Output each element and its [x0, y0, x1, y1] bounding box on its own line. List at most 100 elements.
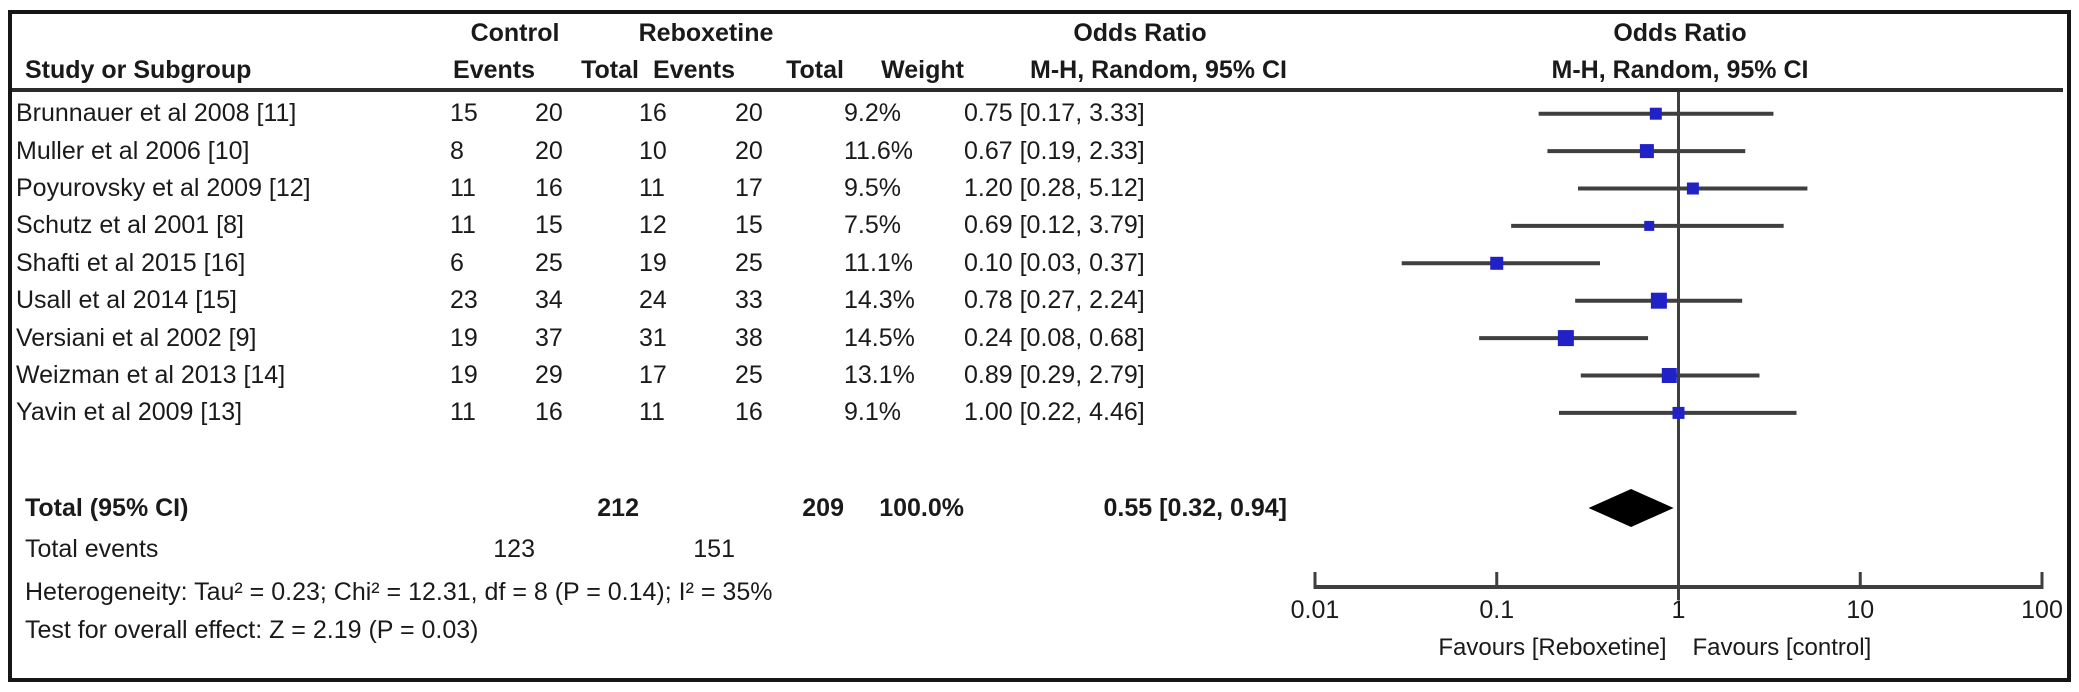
reboxetine-events: 12 [639, 211, 667, 240]
or-point-marker [1490, 256, 1504, 270]
reboxetine-events: 19 [639, 248, 667, 277]
table-row: Shafti et al 2015 [16] 6 25 19 25 11.1% 0.10 [… [16, 245, 1287, 282]
total-control-n: 212 [597, 493, 639, 522]
reboxetine-events: 16 [639, 99, 667, 128]
reboxetine-total: 33 [735, 286, 763, 315]
or-point-marker [1639, 144, 1654, 159]
reboxetine-total: 25 [735, 360, 763, 389]
study-name: Muller et al 2006 [10] [16, 136, 250, 165]
study-name: Weizman et al 2013 [14] [16, 360, 286, 389]
or-ci-value: 0.69 [0.12, 3.79] [964, 211, 1145, 240]
control-events: 6 [450, 248, 464, 277]
group-header-control: Control [470, 19, 560, 47]
table-row: Yavin et al 2009 [13] 11 16 11 16 9.1% 1.00 [0… [16, 394, 1287, 431]
study-name: Shafti et al 2015 [16] [16, 248, 246, 277]
control-events: 8 [450, 136, 464, 165]
reboxetine-total: 20 [735, 136, 763, 165]
or-point-marker [1686, 182, 1699, 195]
or-ci-value: 0.10 [0.03, 0.37] [964, 248, 1145, 277]
control-events-header: Events [453, 55, 535, 84]
overall-effect-stats: Test for overall effect: Z = 2.19 (P = 0… [25, 616, 479, 644]
study-rows: Brunnauer et al 2008 [11] 15 20 16 20 9.2% 0.7… [16, 95, 1287, 432]
total-weight: 100.0% [879, 493, 964, 522]
weight-value: 14.5% [844, 323, 915, 352]
weight-header: Weight [881, 55, 964, 84]
control-total-header: Total [581, 55, 639, 84]
control-total: 29 [535, 360, 563, 389]
control-total: 20 [535, 99, 563, 128]
or-ci-value: 0.89 [0.29, 2.79] [964, 360, 1145, 389]
control-total: 34 [535, 286, 563, 315]
control-total: 16 [535, 398, 563, 427]
reboxetine-total: 20 [735, 99, 763, 128]
or-ci-value: 0.75 [0.17, 3.33] [964, 99, 1145, 128]
or-ci-value: 0.67 [0.19, 2.33] [964, 136, 1145, 165]
total-or-ci: 0.55 [0.32, 0.94] [1103, 493, 1287, 522]
reboxetine-events: 11 [639, 398, 665, 427]
axis-tick-label: 0.1 [1479, 596, 1514, 624]
or-point-marker [1650, 292, 1667, 309]
or-ci-value: 1.00 [0.22, 4.46] [964, 398, 1145, 427]
weight-value: 14.3% [844, 286, 915, 315]
control-events: 19 [450, 360, 478, 389]
study-name: Brunnauer et al 2008 [11] [16, 99, 297, 128]
reboxetine-events: 24 [639, 286, 667, 315]
heterogeneity-stats: Heterogeneity: Tau² = 0.23; Chi² = 12.31… [25, 578, 773, 606]
or-method-header: M-H, Random, 95% CI [1030, 55, 1287, 84]
reboxetine-total: 15 [735, 211, 763, 240]
total-events-reboxetine: 151 [693, 535, 735, 563]
control-events: 11 [450, 173, 476, 202]
total-events-label: Total events [25, 535, 159, 563]
or-point-marker [1649, 107, 1662, 120]
or-point-marker [1557, 330, 1574, 347]
weight-value: 7.5% [844, 211, 901, 240]
reboxetine-events: 17 [639, 360, 667, 389]
reboxetine-total: 25 [735, 248, 763, 277]
or-column-title: Odds Ratio [1073, 19, 1207, 47]
reboxetine-total: 16 [735, 398, 763, 427]
table-row: Usall et al 2014 [15] 23 34 24 33 14.3% 0.78 [… [16, 282, 1287, 319]
total-events-control: 123 [493, 535, 535, 563]
or-point-marker [1644, 220, 1655, 231]
weight-value: 11.6% [844, 136, 914, 165]
control-total: 20 [535, 136, 563, 165]
weight-value: 9.1% [844, 398, 901, 427]
table-row: Schutz et al 2001 [8] 11 15 12 15 7.5% 0.69 [0… [16, 207, 1287, 244]
or-ci-value: 1.20 [0.28, 5.12] [964, 173, 1145, 202]
weight-value: 13.1% [844, 360, 915, 389]
figure-border [8, 10, 2071, 682]
axis-tick-label: 10 [1846, 596, 1874, 624]
weight-value: 9.2% [844, 99, 901, 128]
reboxetine-total: 38 [735, 323, 763, 352]
table-row: Brunnauer et al 2008 [11] 15 20 16 20 9.2% 0.7… [16, 95, 1287, 132]
or-plot-subtitle: M-H, Random, 95% CI [1551, 56, 1809, 84]
table-header-row: Study or Subgroup Events Total Events To… [16, 50, 1287, 90]
or-ci-value: 0.24 [0.08, 0.68] [964, 323, 1145, 352]
group-header-reboxetine: Reboxetine [638, 19, 774, 47]
header-separator-line [12, 88, 2063, 92]
study-name: Usall et al 2014 [15] [16, 286, 237, 315]
study-name: Yavin et al 2009 [13] [16, 398, 243, 427]
control-events: 19 [450, 323, 478, 352]
study-name: Versiani et al 2002 [9] [16, 323, 257, 352]
reboxetine-events: 10 [639, 136, 667, 165]
or-point-marker [1661, 368, 1677, 383]
control-total: 16 [535, 173, 563, 202]
control-total: 37 [535, 323, 563, 352]
control-events: 15 [450, 99, 478, 128]
table-row: Weizman et al 2013 [14] 19 29 17 25 13.1% 0.89… [16, 357, 1287, 394]
study-name: Schutz et al 2001 [8] [16, 211, 244, 240]
total-events-row: Total events 123 151 [16, 531, 1287, 568]
reboxetine-events-header: Events [653, 55, 735, 84]
control-total: 15 [535, 211, 563, 240]
study-name: Poyurovsky et al 2009 [12] [16, 173, 311, 202]
table-row: Poyurovsky et al 2009 [12] 11 16 11 17 9.5% 1.… [16, 170, 1287, 207]
table-row: Versiani et al 2002 [9] 19 37 31 38 14.5% 0.24… [16, 319, 1287, 356]
reboxetine-events: 11 [639, 173, 665, 202]
control-total: 25 [535, 248, 563, 277]
or-point-marker [1672, 406, 1685, 419]
pooled-diamond [1588, 489, 1674, 527]
or-plot-title: Odds Ratio [1613, 19, 1747, 47]
